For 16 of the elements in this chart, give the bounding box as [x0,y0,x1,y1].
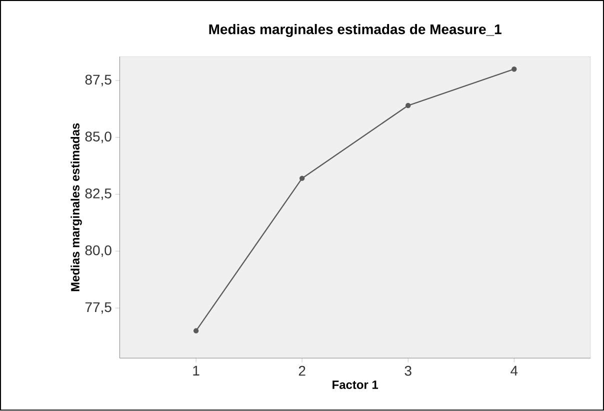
chart-title: Medias marginales estimadas de Measure_1 [209,24,502,38]
x-axis-title: Factor 1 [332,380,378,390]
point [193,328,199,334]
y-tick-label: 80,0 [85,246,112,258]
y-tick-label: 82,5 [85,188,112,200]
x-tick-label: 1 [193,366,200,376]
point [299,176,305,182]
y-tick-label: 77,5 [85,302,112,314]
y-tick-label: 87,5 [85,74,112,86]
x-tick-label: 3 [404,366,412,376]
point [512,66,517,72]
y-tick-label: 85,0 [85,132,112,144]
x-tick-label: 4 [510,366,518,376]
x-tick-label: 2 [298,366,306,376]
point [406,103,411,108]
y-axis-title: Medias marginales estimadas [70,123,82,292]
